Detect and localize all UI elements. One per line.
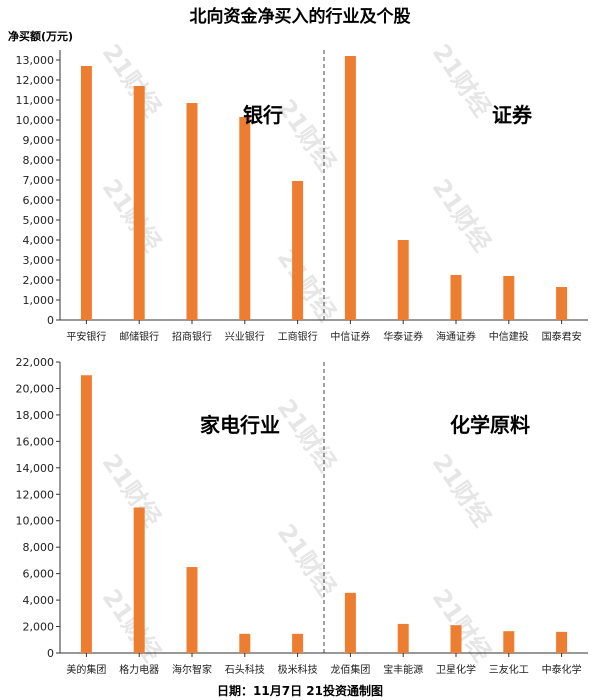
category-label-0-9: 国泰君安: [542, 330, 582, 343]
sector-label-1-1: 化学原料: [450, 413, 530, 437]
y-tick-label-1-11: 22,000: [16, 356, 55, 369]
watermark-8: 21财经: [272, 519, 342, 602]
sector-label-0-1: 证券: [492, 103, 533, 127]
bar-0-5: [344, 56, 356, 320]
category-label-0-6: 华泰证券: [383, 330, 423, 343]
category-label-0-3: 兴业银行: [225, 330, 265, 343]
bar-1-3: [239, 633, 251, 653]
y-tick-label-0-6: 6,000: [23, 194, 55, 207]
category-label-1-5: 龙佰集团: [330, 663, 370, 676]
watermark-4: 21财经: [427, 39, 497, 122]
category-label-1-4: 极米科技: [278, 663, 318, 676]
watermark-7: 21财经: [272, 394, 342, 477]
bar-0-9: [556, 287, 568, 320]
bar-1-4: [292, 633, 304, 653]
category-label-0-0: 平安银行: [66, 330, 106, 343]
y-tick-label-1-9: 18,000: [16, 409, 55, 422]
y-tick-label-1-8: 16,000: [16, 435, 55, 448]
bar-1-7: [450, 625, 462, 653]
watermark-9: 21财经: [427, 449, 497, 532]
y-tick-label-0-0: 0: [47, 314, 54, 327]
bar-1-2: [186, 567, 198, 653]
watermark-10: 21财经: [97, 584, 167, 667]
bar-0-4: [292, 181, 304, 320]
bar-1-1: [133, 507, 145, 653]
chart-footer: 日期：11月7日 21投资通制图: [217, 684, 383, 698]
bar-0-2: [186, 103, 198, 320]
bar-0-8: [503, 276, 515, 320]
sector-label-0-0: 银行: [243, 103, 283, 127]
bar-1-8: [503, 631, 515, 653]
category-label-0-4: 工商银行: [278, 330, 318, 343]
watermark-11: 21财经: [427, 584, 497, 667]
category-label-1-8: 三友化工: [489, 663, 529, 676]
category-label-0-7: 海通证券: [436, 330, 476, 343]
chart-title: 北向资金净买入的行业及个股: [189, 7, 411, 27]
bar-0-6: [397, 240, 409, 320]
category-label-1-9: 中泰化学: [542, 663, 582, 676]
y-tick-label-0-8: 8,000: [23, 154, 55, 167]
category-label-1-7: 卫星化学: [436, 663, 476, 676]
category-label-0-1: 邮储银行: [119, 330, 159, 343]
y-tick-label-0-4: 4,000: [23, 234, 55, 247]
bar-1-5: [344, 592, 356, 653]
category-label-0-8: 中信建投: [489, 330, 529, 343]
watermark-6: 21财经: [97, 449, 167, 532]
y-tick-label-0-5: 5,000: [23, 214, 55, 227]
y-tick-label-1-3: 6,000: [23, 568, 55, 581]
y-tick-label-1-10: 20,000: [16, 382, 55, 395]
bar-1-6: [397, 623, 409, 653]
category-label-1-3: 石头科技: [225, 663, 265, 676]
watermark-5: 21财经: [427, 174, 497, 257]
y-tick-label-0-2: 2,000: [23, 274, 55, 287]
bar-0-3: [239, 117, 251, 320]
category-label-1-0: 美的集团: [66, 663, 106, 676]
y-tick-label-1-0: 0: [47, 647, 54, 660]
y-tick-label-1-5: 10,000: [16, 515, 55, 528]
bar-1-0: [80, 375, 92, 653]
y-tick-label-0-1: 1,000: [23, 294, 55, 307]
bar-0-7: [450, 275, 462, 320]
watermark-0: 21财经: [97, 39, 167, 122]
y-tick-label-0-12: 12,000: [16, 74, 55, 87]
y-tick-label-1-6: 12,000: [16, 488, 55, 501]
y-tick-label-0-13: 13,000: [16, 54, 55, 67]
y-tick-label-0-3: 3,000: [23, 254, 55, 267]
bar-1-9: [556, 631, 568, 653]
y-axis-label: 净买额(万元): [8, 30, 74, 43]
y-tick-label-1-1: 2,000: [23, 621, 55, 634]
watermark-3: 21财经: [272, 244, 342, 327]
y-tick-label-1-4: 8,000: [23, 541, 55, 554]
y-tick-label-0-9: 9,000: [23, 134, 55, 147]
category-label-1-6: 宝丰能源: [383, 663, 423, 676]
category-label-0-5: 中信证券: [330, 330, 370, 343]
sector-label-1-0: 家电行业: [200, 413, 280, 437]
y-tick-label-0-7: 7,000: [23, 174, 55, 187]
y-tick-label-0-10: 10,000: [16, 114, 55, 127]
category-label-0-2: 招商银行: [172, 330, 212, 343]
y-tick-label-1-7: 14,000: [16, 462, 55, 475]
y-tick-label-1-2: 4,000: [23, 594, 55, 607]
category-label-1-1: 格力电器: [119, 663, 159, 676]
watermark-1: 21财经: [97, 174, 167, 257]
category-label-1-2: 海尔智家: [172, 663, 212, 676]
bar-0-1: [133, 86, 145, 320]
y-tick-label-0-11: 11,000: [16, 94, 55, 107]
bar-0-0: [80, 66, 92, 320]
